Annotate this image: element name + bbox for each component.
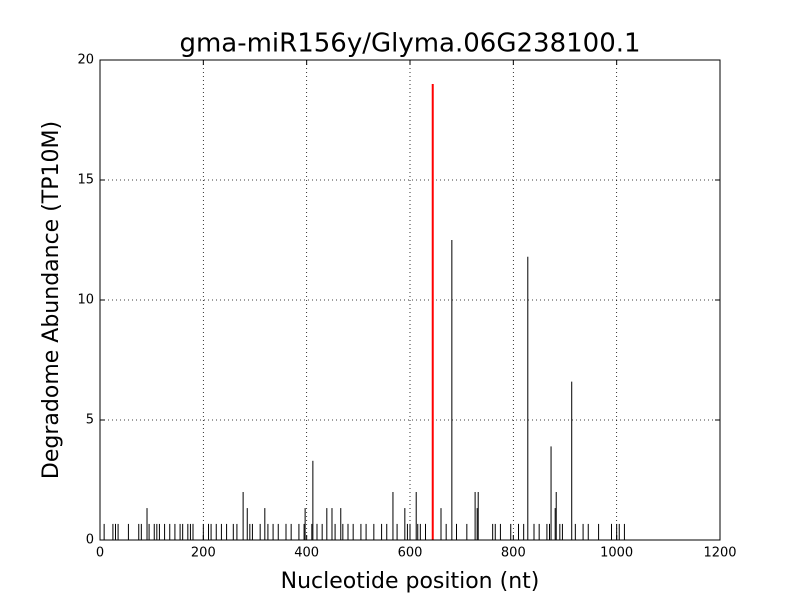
y-tick-label: 20 — [77, 53, 94, 68]
x-tick-label: 200 — [191, 546, 216, 561]
plot-frame — [99, 59, 721, 541]
chart-title: gma-miR156y/Glyma.06G238100.1 — [179, 29, 640, 59]
x-tick-label: 400 — [294, 546, 319, 561]
y-tick-label: 5 — [86, 413, 94, 428]
x-tick-label: 0 — [96, 546, 104, 561]
x-tick-label: 1000 — [600, 546, 633, 561]
x-tick-label: 600 — [398, 546, 423, 561]
x-axis-label: Nucleotide position (nt) — [281, 569, 540, 594]
y-tick-label: 15 — [77, 173, 94, 188]
y-axis-label: Degradome Abundance (TP10M) — [39, 121, 64, 479]
y-tick-label: 0 — [86, 533, 94, 548]
x-tick-label: 1200 — [703, 546, 736, 561]
y-tick-label: 10 — [77, 293, 94, 308]
x-tick-label: 800 — [501, 546, 526, 561]
